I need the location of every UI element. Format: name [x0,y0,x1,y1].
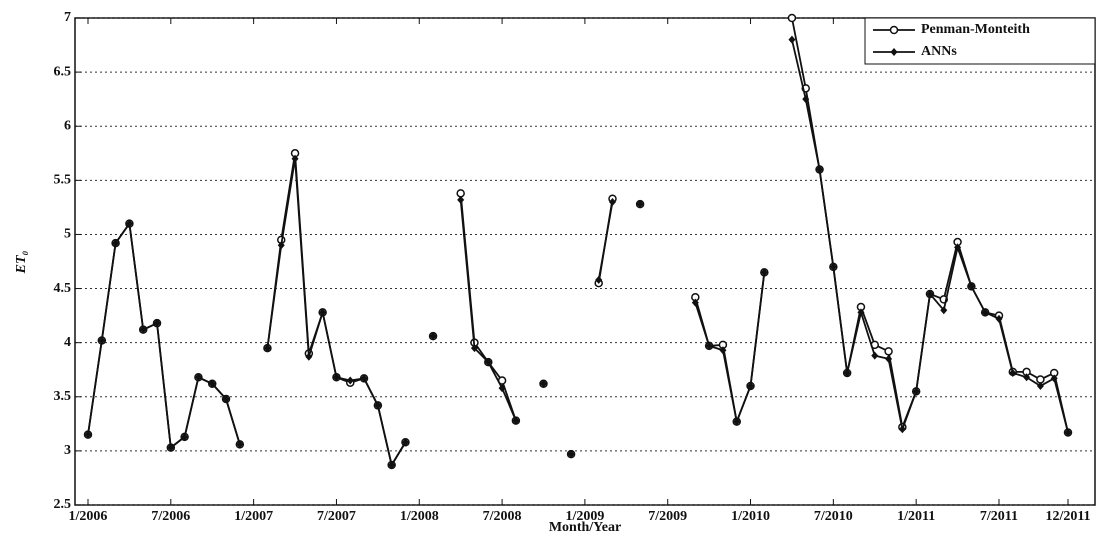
data-point [691,298,699,307]
data-point [319,308,327,317]
data-point [719,346,727,355]
data-point [153,319,161,328]
data-point [760,268,768,277]
x-tick-label: 1/2010 [731,509,770,524]
series-line [87,17,1069,468]
data-point [277,241,285,250]
legend-marker [889,25,899,35]
data-point [802,95,810,104]
data-point [457,195,465,204]
data-point [236,440,244,449]
data-point [788,35,796,44]
data-point [429,332,437,341]
data-point [1050,374,1058,383]
series-line [87,39,1069,468]
x-tick-label: 7/2009 [648,509,687,524]
data-point [843,368,851,377]
data-point [498,384,506,393]
x-tick-label: 7/2006 [151,509,190,524]
data-point [1036,375,1045,384]
data-point [567,450,575,459]
y-tick-label: 3 [64,443,71,458]
data-point [305,352,313,361]
x-tick-label: 7/2011 [980,509,1018,524]
y-axis-label: ET₀ [14,251,29,275]
x-tick-label: 7/2010 [814,509,853,524]
data-point [388,460,396,469]
data-point [346,376,354,385]
data-point [857,308,865,317]
data-point [747,381,755,390]
data-point [1036,381,1044,390]
legend-label: Penman-Monteith [921,22,1030,37]
data-point [332,373,340,382]
data-point [139,325,147,334]
data-point [1009,368,1017,377]
data-point [484,358,492,367]
data-point [912,387,920,396]
data-point [816,165,824,174]
data-point [926,289,934,298]
data-point [829,262,837,271]
data-point [871,351,879,360]
y-tick-label: 5 [64,227,71,242]
data-point [401,438,409,447]
data-point [636,200,644,209]
y-tick-label: 2.5 [54,497,72,512]
data-point [512,416,520,425]
y-tick-label: 3.5 [54,389,72,404]
data-point [884,347,893,356]
data-point [360,374,368,383]
data-point [374,401,382,410]
data-point [954,243,962,252]
y-tick-label: 7 [64,10,71,25]
data-point [609,197,617,206]
data-point [456,189,465,198]
data-point [705,341,713,350]
y-tick-label: 6 [64,118,71,133]
data-point [898,425,906,434]
data-point [98,336,106,345]
x-tick-label: 1/2011 [897,509,935,524]
data-point [1023,373,1031,382]
x-tick-label: 1/2009 [565,509,604,524]
data-point [787,13,797,23]
data-point [84,430,92,439]
x-tick-label: 12/2011 [1045,509,1090,524]
data-point [885,354,893,363]
data-point [981,308,989,317]
plot-frame [74,17,1096,506]
data-point [733,417,741,426]
data-point [208,379,216,388]
data-point [1064,428,1072,437]
legend-box [864,17,1096,65]
data-point [470,344,478,353]
data-point [181,432,189,441]
x-tick-label: 1/2008 [400,509,439,524]
data-point [967,282,975,291]
x-tick-label: 7/2008 [483,509,522,524]
data-point [940,306,948,315]
legend-marker [890,48,898,56]
data-point [194,373,202,382]
x-tick-label: 7/2007 [317,509,356,524]
data-point [125,219,133,228]
legend-label: ANNs [921,44,957,59]
y-tick-label: 4.5 [54,281,72,296]
y-tick-label: 6.5 [54,64,72,79]
x-tick-label: 1/2007 [234,509,273,524]
data-point [167,443,175,452]
data-point [539,379,547,388]
y-tick-label: 5.5 [54,173,72,188]
data-point [263,344,271,353]
data-point [112,239,120,248]
x-tick-label: 1/2006 [69,509,108,524]
data-point [995,314,1003,323]
data-point [222,394,230,403]
data-point [291,154,299,163]
y-tick-label: 4 [64,335,71,350]
data-point [595,275,603,284]
x-axis-label: Month/Year [549,520,621,535]
